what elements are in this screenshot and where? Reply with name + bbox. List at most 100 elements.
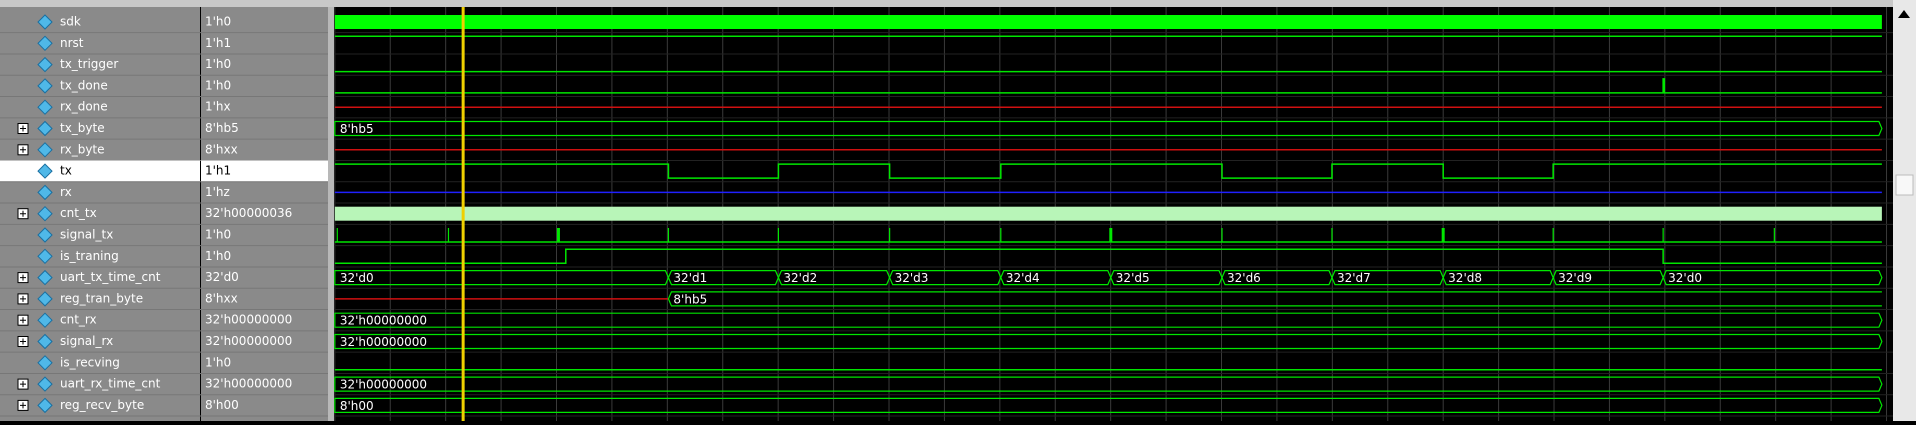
expand-plus <box>20 295 26 302</box>
bus <box>334 397 1883 413</box>
signal-value: 1'h0 <box>205 249 231 263</box>
bus-label: 32'd7 <box>1337 271 1371 285</box>
bus-label: 32'd0 <box>1668 271 1702 285</box>
bus <box>1662 270 1883 286</box>
signal-name: tx <box>60 164 72 178</box>
signal-icon <box>37 333 53 350</box>
bus <box>334 376 1883 392</box>
bus-label: 32'h00000000 <box>340 378 427 392</box>
bus-label: 32'd4 <box>1006 271 1040 285</box>
expand-plus <box>20 338 26 345</box>
signal-value: 1'h0 <box>205 57 231 71</box>
value-pane <box>201 0 328 421</box>
header <box>0 0 1916 7</box>
signal-value: 8'h00 <box>205 398 239 412</box>
signal-icon <box>37 142 53 158</box>
signal-icon <box>37 99 53 115</box>
bus-label: 32'd2 <box>783 271 817 285</box>
signal-icon <box>37 120 53 137</box>
signal-value: 32'h00000000 <box>205 334 292 348</box>
signal-value: 32'h00000000 <box>205 313 292 327</box>
bus <box>667 291 1882 307</box>
signal-value: 1'h0 <box>205 355 231 369</box>
signal-value: 8'hxx <box>205 291 238 305</box>
signal-value: 32'd0 <box>205 270 239 284</box>
signal-name: tx_byte <box>60 121 105 135</box>
bus-label: 32'd6 <box>1227 271 1261 285</box>
pane-splitter[interactable] <box>328 0 334 421</box>
bus-filled <box>334 206 1882 221</box>
signal-name: is_recving <box>60 355 120 369</box>
signal-value: 8'hxx <box>205 142 238 156</box>
signal-name: tx_trigger <box>60 57 118 71</box>
signal-icon <box>37 312 53 328</box>
signal-icon <box>37 227 53 243</box>
signal-value: 32'h00000000 <box>205 377 292 391</box>
bus-label: 32'h00000000 <box>340 314 427 328</box>
signal-value: 1'hx <box>205 100 231 114</box>
name-pane <box>0 0 200 421</box>
bus-label: 32'h00000000 <box>340 335 427 349</box>
expand-plus <box>20 210 26 217</box>
signal-icon <box>37 35 53 52</box>
signal-icon <box>37 78 53 94</box>
signal-icon <box>37 14 53 30</box>
signal-value: 1'h1 <box>205 36 231 50</box>
signal-icon <box>37 56 53 73</box>
signal-value: 1'h0 <box>205 15 231 29</box>
signal-name: rx_byte <box>60 142 105 156</box>
bus <box>334 333 1883 350</box>
signal-name: cnt_rx <box>60 313 97 327</box>
expand-plus <box>20 402 26 409</box>
signal-value: 1'hz <box>205 185 230 199</box>
bus-label: 32'd1 <box>673 271 707 285</box>
signal-name: reg_recv_byte <box>60 398 144 412</box>
scroll-thumb[interactable] <box>1895 174 1914 196</box>
signal-name: rx_done <box>60 100 108 114</box>
signal-name: rx <box>60 185 72 199</box>
signal-icon <box>37 248 53 265</box>
signal-name: cnt_tx <box>60 206 97 220</box>
expand-plus <box>20 317 26 324</box>
signal-icon <box>37 291 53 307</box>
signal-value: 32'h00000036 <box>205 206 292 220</box>
selected-row <box>0 160 200 182</box>
bus-label: 32'd9 <box>1558 271 1592 285</box>
bus <box>334 312 1883 328</box>
signal-name: reg_tran_byte <box>60 291 143 305</box>
signal-value: 1'h0 <box>205 228 231 242</box>
wave <box>334 78 1882 94</box>
signal-name: signal_tx <box>60 228 113 242</box>
signal-icon <box>37 163 53 179</box>
clock-wave <box>334 15 1882 29</box>
signal-name: is_traning <box>60 249 119 263</box>
signal-name: nrst <box>60 36 84 50</box>
bus-label: 32'd5 <box>1116 271 1150 285</box>
scroll-up[interactable] <box>1898 10 1910 18</box>
wave <box>334 163 1882 179</box>
wave <box>334 248 1882 265</box>
signal-value: 1'h1 <box>205 164 231 178</box>
selected-row <box>201 160 328 182</box>
signal-value: 1'h0 <box>205 78 231 92</box>
signal-value: 8'hb5 <box>205 121 239 135</box>
bus-label: 8'hb5 <box>673 292 707 306</box>
signal-name: sdk <box>60 15 81 29</box>
signal-name: signal_rx <box>60 334 113 348</box>
signal-icon <box>37 355 53 371</box>
bus-label: 8'hb5 <box>340 122 374 136</box>
bus-label: 32'd0 <box>340 271 374 285</box>
bus-label: 32'd3 <box>895 271 929 285</box>
expand-plus <box>20 274 26 281</box>
signal-icon <box>37 269 53 286</box>
signal-name: uart_tx_time_cnt <box>60 270 161 284</box>
bus-label: 8'h00 <box>340 399 374 413</box>
scrollbar[interactable] <box>1893 0 1916 421</box>
signal-name: tx_done <box>60 78 108 92</box>
expand-plus <box>20 381 26 388</box>
signal-icon <box>37 376 53 392</box>
signal-name: uart_rx_time_cnt <box>60 377 161 391</box>
signal-icon <box>37 205 53 222</box>
signal-icon <box>37 397 53 414</box>
